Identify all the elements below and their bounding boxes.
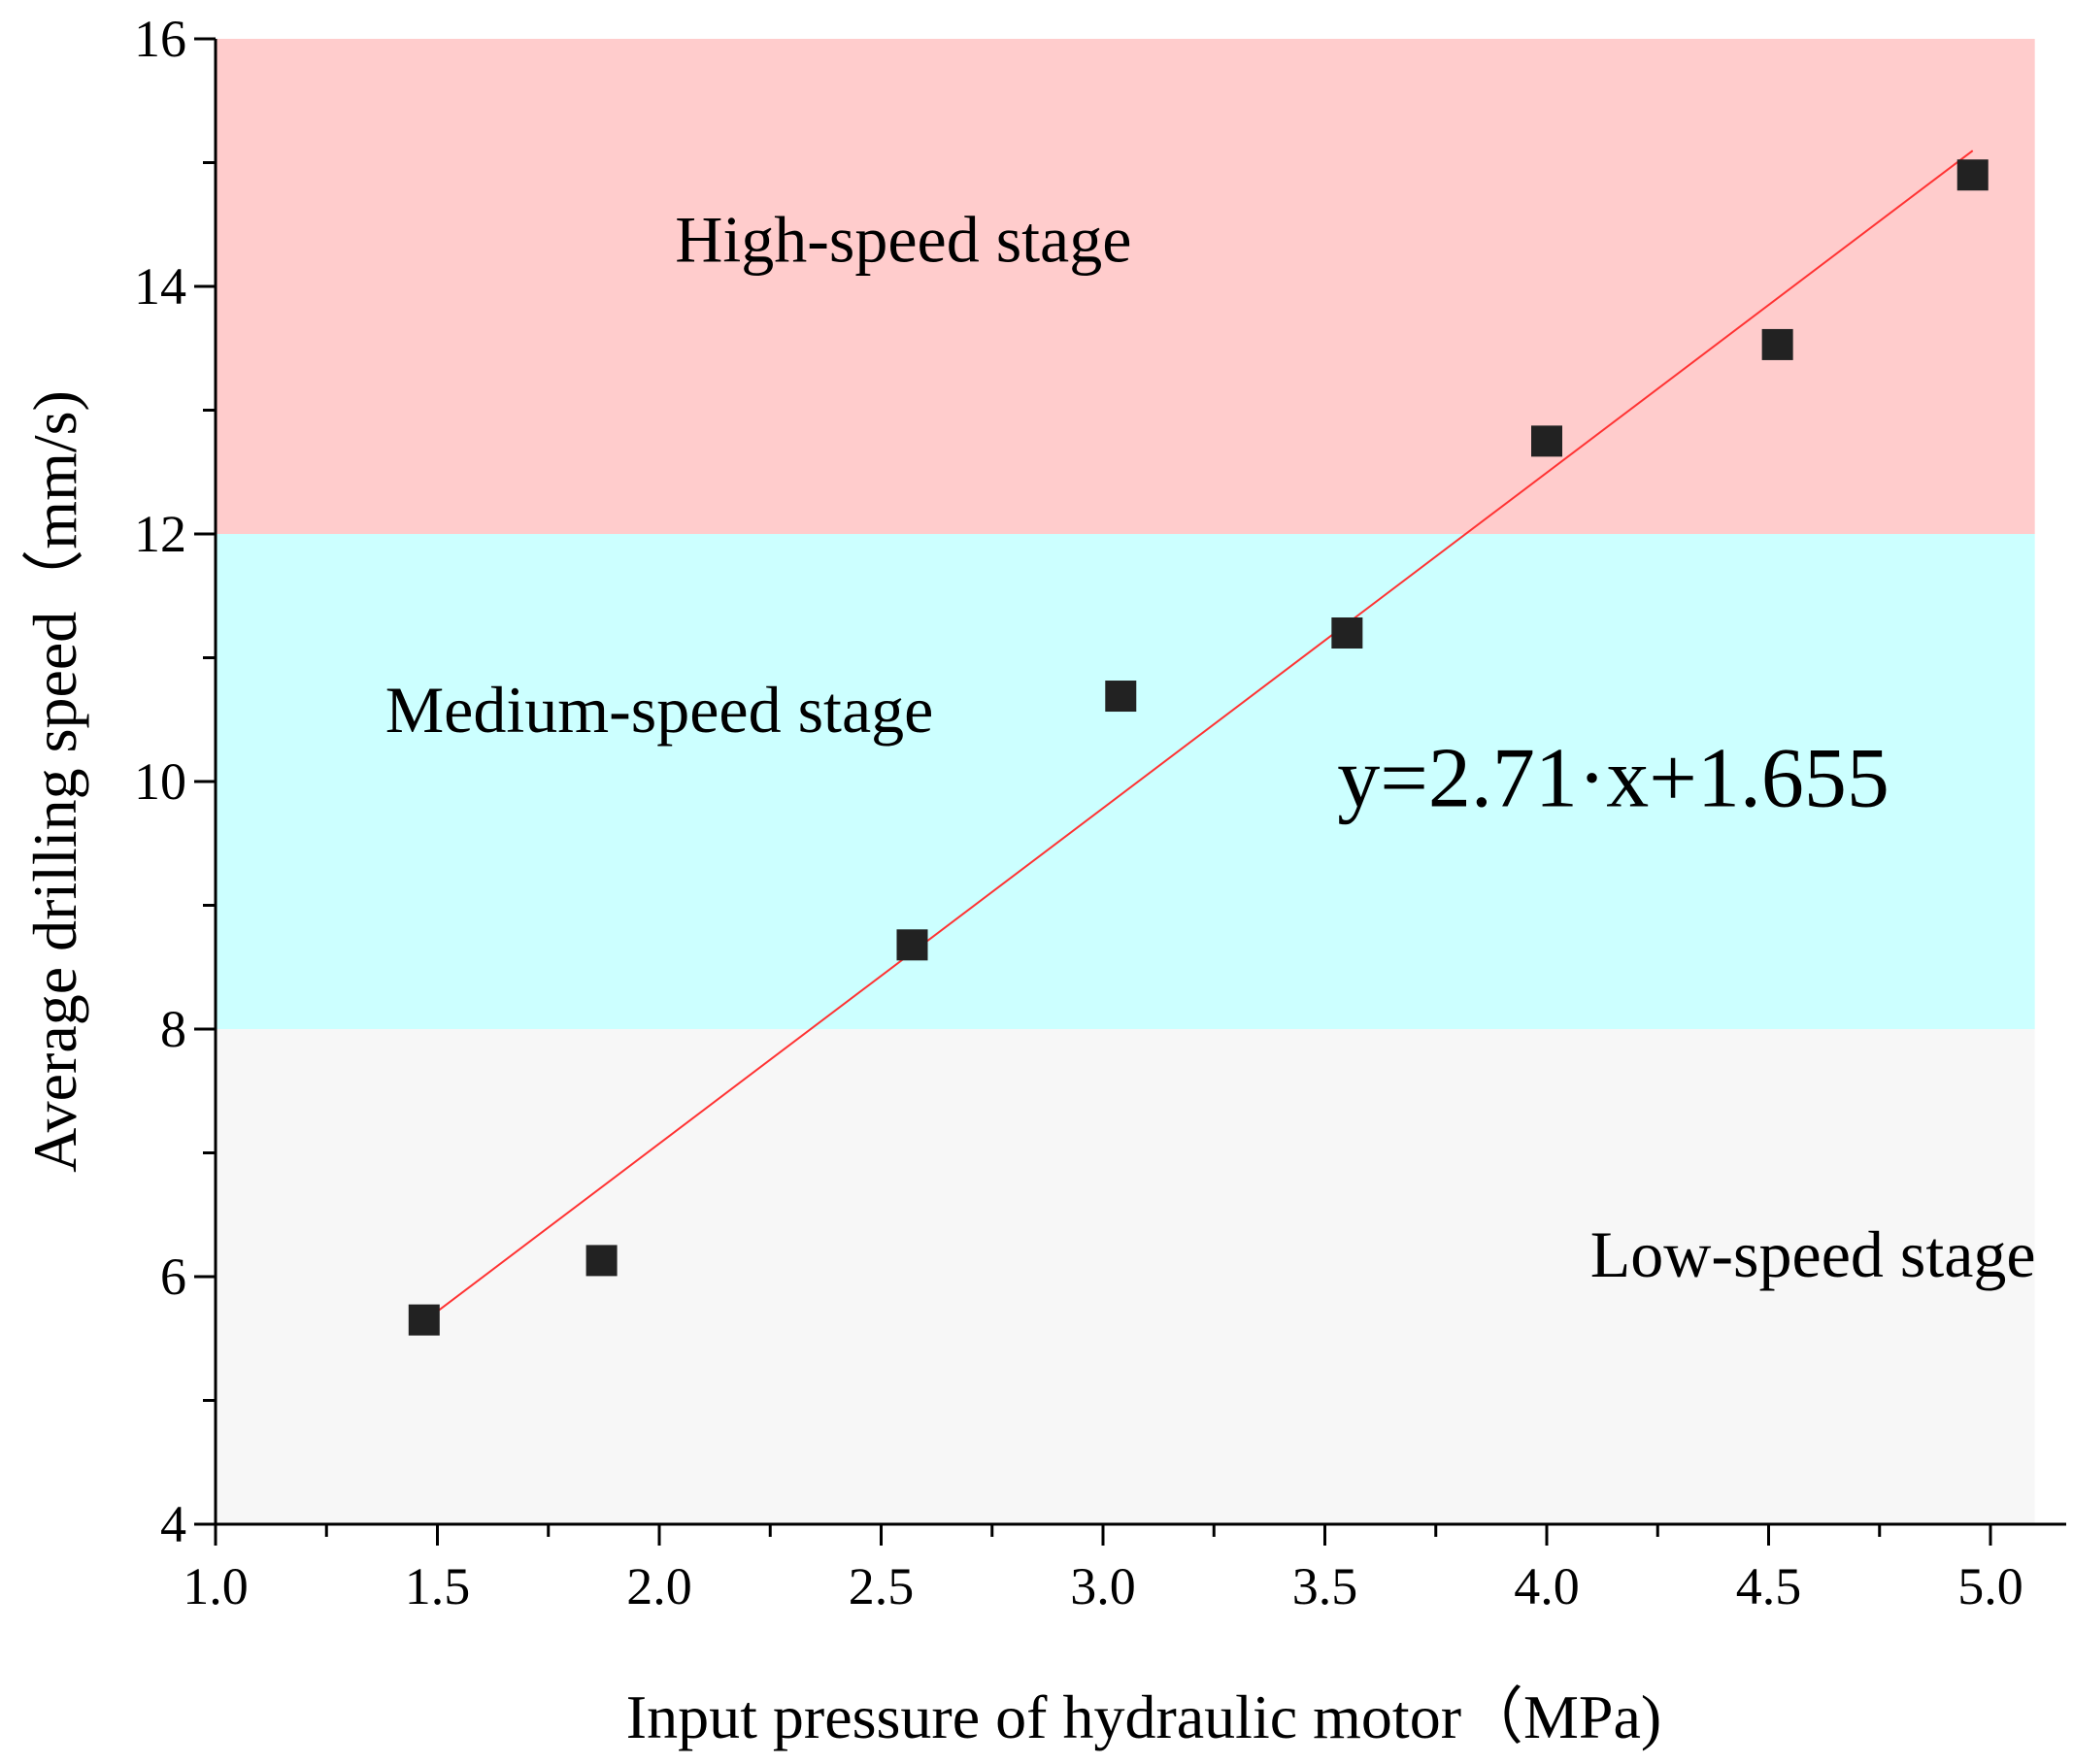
x-tick-label: 3.5 bbox=[1292, 1557, 1358, 1615]
band-medium bbox=[216, 534, 2035, 1029]
x-tick-label: 2.5 bbox=[849, 1557, 915, 1615]
x-tick-label: 2.0 bbox=[626, 1557, 692, 1615]
y-tick-label: 14 bbox=[134, 257, 186, 316]
data-point bbox=[1105, 681, 1137, 713]
data-point bbox=[1761, 328, 1793, 360]
band-low bbox=[216, 1029, 2035, 1524]
y-tick-label: 10 bbox=[134, 752, 186, 811]
x-tick-label: 4.0 bbox=[1514, 1557, 1580, 1615]
band-label-medium: Medium-speed stage bbox=[385, 673, 934, 747]
axes-layer: 1.0 1.5 2.0 2.5 3.0 3.5 4.0 4.5 5.0 4 6 8 10 12 14 16 bbox=[134, 10, 2066, 1615]
labels-layer: High-speed stage Medium-speed stage Low-sp… bbox=[385, 203, 2036, 1292]
bands-layer bbox=[216, 39, 2035, 1524]
x-tick-label: 4.5 bbox=[1736, 1557, 1802, 1615]
band-label-high: High-speed stage bbox=[675, 203, 1131, 277]
data-point bbox=[408, 1304, 440, 1336]
points-layer bbox=[408, 159, 1989, 1336]
data-point bbox=[1531, 425, 1562, 457]
data-point bbox=[585, 1245, 618, 1277]
y-tick-label: 16 bbox=[134, 10, 186, 68]
y-tick-label: 6 bbox=[160, 1248, 186, 1306]
data-point bbox=[896, 929, 928, 961]
fit-layer bbox=[423, 150, 1974, 1322]
y-tick-label: 8 bbox=[160, 1000, 186, 1058]
x-tick-label: 3.0 bbox=[1070, 1557, 1136, 1615]
data-point bbox=[1331, 617, 1363, 649]
x-tick-label: 5.0 bbox=[1957, 1557, 2023, 1615]
band-label-low: Low-speed stage bbox=[1590, 1217, 2036, 1291]
band-high bbox=[216, 39, 2035, 534]
x-tick-label: 1.5 bbox=[405, 1557, 471, 1615]
x-tick-label: 1.0 bbox=[183, 1557, 249, 1615]
y-tick-label: 12 bbox=[134, 505, 186, 563]
data-point bbox=[1956, 159, 1989, 191]
y-axis-title: Average drilling speed（mm/s) bbox=[20, 390, 89, 1173]
fit-line bbox=[423, 150, 1974, 1322]
x-axis-title: Input pressure of hydraulic motor（MPa) bbox=[626, 1682, 1661, 1751]
fit-equation: y=2.71·x+1.655 bbox=[1337, 732, 1889, 826]
y-tick-label: 4 bbox=[160, 1495, 186, 1553]
